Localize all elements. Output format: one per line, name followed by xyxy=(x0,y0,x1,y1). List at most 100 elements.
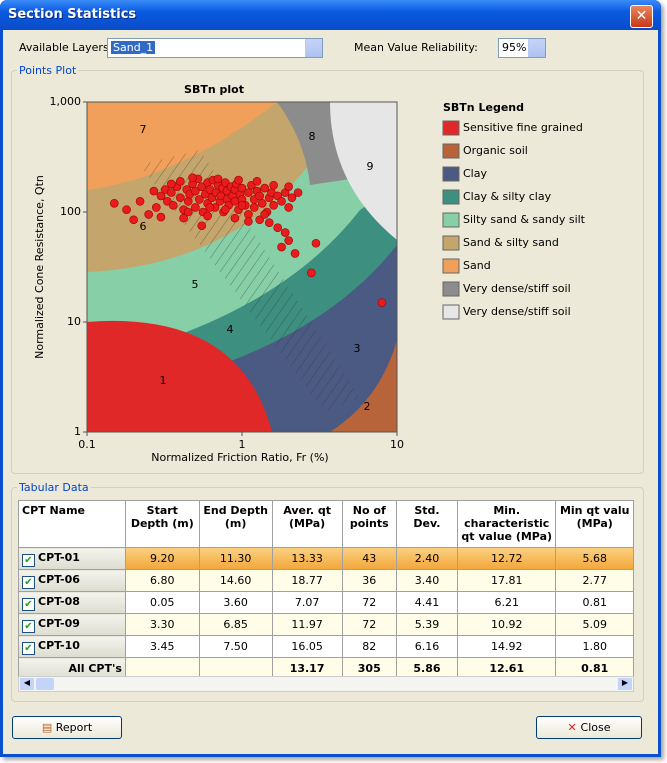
report-label: Report xyxy=(55,721,93,734)
point xyxy=(194,195,204,204)
point xyxy=(273,223,283,232)
point xyxy=(122,205,131,214)
scroll-left[interactable]: ◀ xyxy=(20,678,34,690)
point xyxy=(176,193,185,202)
report-button[interactable]: ▤ Report xyxy=(12,716,122,739)
table-cell: 10.92 xyxy=(456,613,557,636)
layers-label: Available Layers: xyxy=(19,41,113,54)
point xyxy=(191,203,200,212)
point xyxy=(307,268,316,278)
cpt-name: CPT-10 xyxy=(38,638,80,652)
point xyxy=(252,177,262,186)
legend-label: Sand & silty sand xyxy=(463,236,559,249)
table-cell: 0.81 xyxy=(555,591,634,614)
legend-label: Very dense/stiff soil xyxy=(463,305,571,318)
table-cell: 3.45 xyxy=(124,635,200,658)
column-header: Start Depth (m) xyxy=(124,500,200,548)
table-cell: 7.50 xyxy=(198,635,273,658)
table-row: ✔ CPT-08 0.05 3.60 7.07 72 4.41 6.21 0.81 xyxy=(18,591,634,614)
checkbox[interactable]: ✔ xyxy=(22,575,35,589)
point xyxy=(230,213,240,223)
point xyxy=(163,197,172,206)
table-row: All CPT's 13.17 305 5.86 12.61 0.81 xyxy=(18,657,634,676)
name-cell: ✔ CPT-10 xyxy=(18,635,126,658)
point xyxy=(191,186,200,196)
table-cell: 2.40 xyxy=(395,547,458,570)
point xyxy=(156,212,166,222)
window-title: Section Statistics xyxy=(8,7,137,22)
table-cell: 14.60 xyxy=(198,569,273,592)
point xyxy=(284,236,293,245)
table-cell: 6.85 xyxy=(198,613,273,636)
y-axis-label: Normalized Cone Resistance, Qtn xyxy=(33,175,46,359)
legend-label: Sand xyxy=(463,259,491,272)
table-cell xyxy=(198,657,273,676)
point xyxy=(269,180,278,190)
column-header: End Depth (m) xyxy=(198,500,273,548)
scroll-right[interactable]: ▶ xyxy=(618,678,632,690)
legend-swatch xyxy=(442,258,460,274)
legend-swatch xyxy=(442,166,460,182)
table-cell: 9.20 xyxy=(124,547,200,570)
table-cell: 13.17 xyxy=(271,657,343,676)
point xyxy=(129,215,138,225)
point xyxy=(220,205,230,214)
point xyxy=(257,198,267,208)
point xyxy=(287,193,297,202)
reliability-select[interactable]: 95% xyxy=(498,38,546,58)
table-cell: 14.92 xyxy=(456,635,557,658)
legend-swatch xyxy=(442,235,460,251)
name-cell: ✔ CPT-06 xyxy=(18,569,126,592)
table-cell: 5.86 xyxy=(395,657,458,676)
zone-label: 7 xyxy=(140,123,147,136)
cpt-name: CPT-09 xyxy=(38,616,80,630)
checkbox[interactable]: ✔ xyxy=(22,619,35,633)
table-cell: 5.68 xyxy=(555,547,634,570)
point xyxy=(135,197,145,206)
point xyxy=(213,174,223,184)
column-header: Aver. qt (MPa) xyxy=(271,500,343,548)
cpt-name: CPT-01 xyxy=(38,550,80,564)
table-cell xyxy=(124,657,200,676)
point xyxy=(152,203,161,212)
x-tick-label: 1 xyxy=(239,438,246,451)
zone xyxy=(330,102,397,240)
table-cell: 6.21 xyxy=(456,591,557,614)
table-row: ✔ CPT-06 6.80 14.60 18.77 36 3.40 17.81 2.77 xyxy=(18,569,634,592)
zone xyxy=(87,320,272,432)
point xyxy=(167,179,176,189)
close-window-button[interactable]: ✕ xyxy=(630,5,653,28)
scroll-thumb[interactable] xyxy=(36,678,54,690)
column-header: No of points xyxy=(341,500,397,548)
name-cell: All CPT's xyxy=(18,657,126,676)
horizontal-scrollbar[interactable]: ◀ ▶ xyxy=(18,676,634,692)
table-cell: 0.81 xyxy=(555,657,634,676)
checkbox[interactable]: ✔ xyxy=(22,553,35,567)
table-cell: 3.30 xyxy=(124,613,200,636)
point xyxy=(244,217,253,226)
name-cell: ✔ CPT-09 xyxy=(18,613,126,636)
chart-title: SBTn plot xyxy=(184,83,244,96)
cpt-name: All CPT's xyxy=(68,662,122,675)
point xyxy=(167,188,176,197)
zone-label: 4 xyxy=(227,323,234,336)
legend-label: Clay & silty clay xyxy=(463,190,552,203)
legend-swatch xyxy=(442,189,460,205)
point xyxy=(269,201,278,210)
legend-title: SBTn Legend xyxy=(443,101,524,114)
legend-label: Silty sand & sandy silt xyxy=(463,213,586,226)
zone-label: 2 xyxy=(364,400,371,413)
table-cell: 72 xyxy=(341,613,397,636)
point xyxy=(156,191,166,201)
point xyxy=(197,221,207,231)
layers-select[interactable]: Sand_1 xyxy=(107,38,323,58)
close-button[interactable]: ✕ Close xyxy=(536,716,642,739)
point xyxy=(176,177,185,186)
zone-label: 6 xyxy=(140,220,147,233)
checkbox[interactable]: ✔ xyxy=(22,641,35,655)
checkbox[interactable]: ✔ xyxy=(22,597,35,611)
point xyxy=(183,207,193,217)
table-cell: 6.80 xyxy=(124,569,200,592)
